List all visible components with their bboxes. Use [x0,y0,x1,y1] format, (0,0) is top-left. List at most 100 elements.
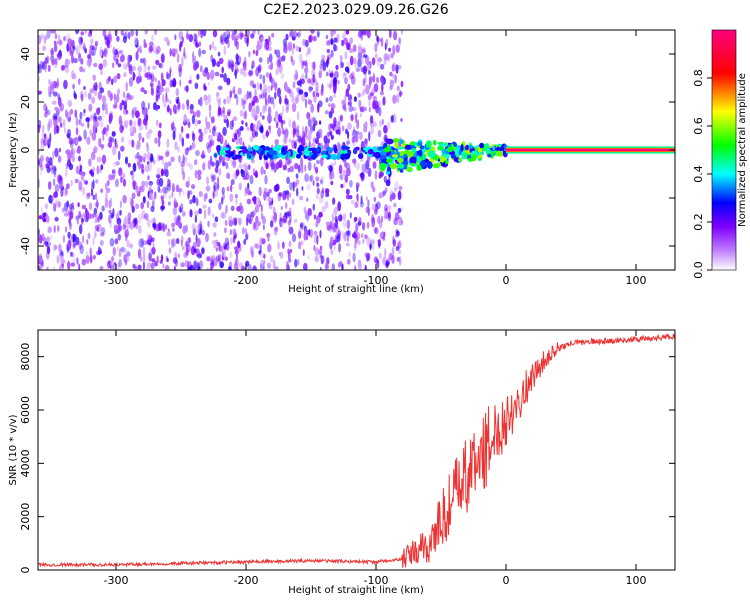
heatmap-cell [223,98,227,105]
heatmap-cell [330,107,335,115]
heatmap-cell [92,236,95,246]
heatmap-cell [168,238,171,245]
heatmap-cell [217,51,221,57]
heatmap-cell [293,73,298,81]
heatmap-cell [433,139,437,146]
heatmap-cell [389,162,398,170]
heatmap-cell [246,150,251,158]
heatmap-cell [253,95,258,102]
heatmap-cell [444,142,448,147]
spectrogram-y-axis-label: Frequency (Hz) [8,112,19,188]
heatmap-cell [267,113,272,124]
heatmap-cell [331,40,335,45]
heatmap-cell [327,56,330,62]
heatmap-cell [247,264,252,270]
heatmap-cell [319,267,322,270]
heatmap-cell [323,135,328,144]
heatmap-cell [146,200,150,209]
heatmap-cell [130,30,134,37]
heatmap-cell [143,65,147,73]
heatmap-cell [248,91,252,99]
heatmap-cell [270,61,274,71]
heatmap-cell [113,224,118,231]
heatmap-cell [301,60,305,70]
heatmap-cell [227,108,232,115]
heatmap-cell [82,235,85,244]
heatmap-cell [99,45,103,56]
heatmap-cell [60,122,63,128]
heatmap-cell [384,247,387,258]
heatmap-cell [228,220,234,227]
heatmap-cell [297,33,301,39]
heatmap-cell [343,153,351,160]
heatmap-cell [140,202,144,210]
heatmap-cell [326,40,331,46]
heatmap-cell [191,132,196,142]
heatmap-cell [409,156,417,165]
heatmap-cell [81,258,87,266]
heatmap-cell [116,73,121,80]
heatmap-cell [158,155,164,161]
heatmap-cell [309,174,314,182]
heatmap-cell [329,72,334,78]
heatmap-cell [231,32,236,41]
heatmap-cell [312,123,316,132]
heatmap-cell [47,64,51,72]
heatmap-cell [168,247,172,254]
heatmap-cell [304,148,309,152]
heatmap-cell [386,158,393,163]
heatmap-cell [342,169,347,177]
heatmap-cell [135,185,139,194]
heatmap-cell [319,120,322,125]
heatmap-cell [350,114,354,122]
heatmap-cell [213,181,218,192]
heatmap-cell [163,99,167,108]
heatmap-cell [292,81,296,89]
heatmap-cell [231,30,235,35]
heatmap-cell [150,80,153,90]
heatmap-cell [362,65,367,75]
snr-x-axis-label: Height of straight line (km) [288,585,424,596]
heatmap-cell [321,176,324,186]
heatmap-cell [252,49,255,55]
heatmap-cell [342,213,347,221]
heatmap-cell [345,140,351,145]
heatmap-cell [146,144,150,152]
heatmap-cell [386,121,391,130]
heatmap-cell [78,36,83,45]
heatmap-cell [108,138,113,149]
heatmap-cell [166,98,169,103]
heatmap-cell [300,157,303,167]
heatmap-cell [226,95,232,105]
heatmap-cell [46,266,49,270]
heatmap-cell [255,215,259,224]
heatmap-cell [374,53,378,59]
heatmap-cell [220,34,224,44]
heatmap-cell [212,30,218,38]
spectrogram-heatmap [38,30,675,270]
heatmap-cell [234,246,239,251]
heatmap-cell [390,52,394,59]
heatmap-cell [270,85,273,91]
heatmap-cell [413,141,418,147]
heatmap-cell [95,81,98,92]
heatmap-cell [378,106,382,117]
heatmap-cell [278,192,283,197]
heatmap-cell [186,99,190,107]
heatmap-cell [193,62,198,71]
heatmap-cell [251,250,254,258]
heatmap-cell [389,79,395,88]
heatmap-cell [72,83,75,90]
heatmap-cell [143,39,146,45]
heatmap-cell [360,105,366,113]
heatmap-cell [371,88,376,95]
heatmap-cell [374,170,378,180]
heatmap-cell [185,247,189,256]
heatmap-cell [136,76,141,84]
heatmap-cell [96,165,100,175]
heatmap-cell [243,64,247,72]
heatmap-cell [169,108,172,116]
heatmap-cell [416,156,421,164]
heatmap-cell [195,197,198,206]
heatmap-cell [166,183,171,192]
